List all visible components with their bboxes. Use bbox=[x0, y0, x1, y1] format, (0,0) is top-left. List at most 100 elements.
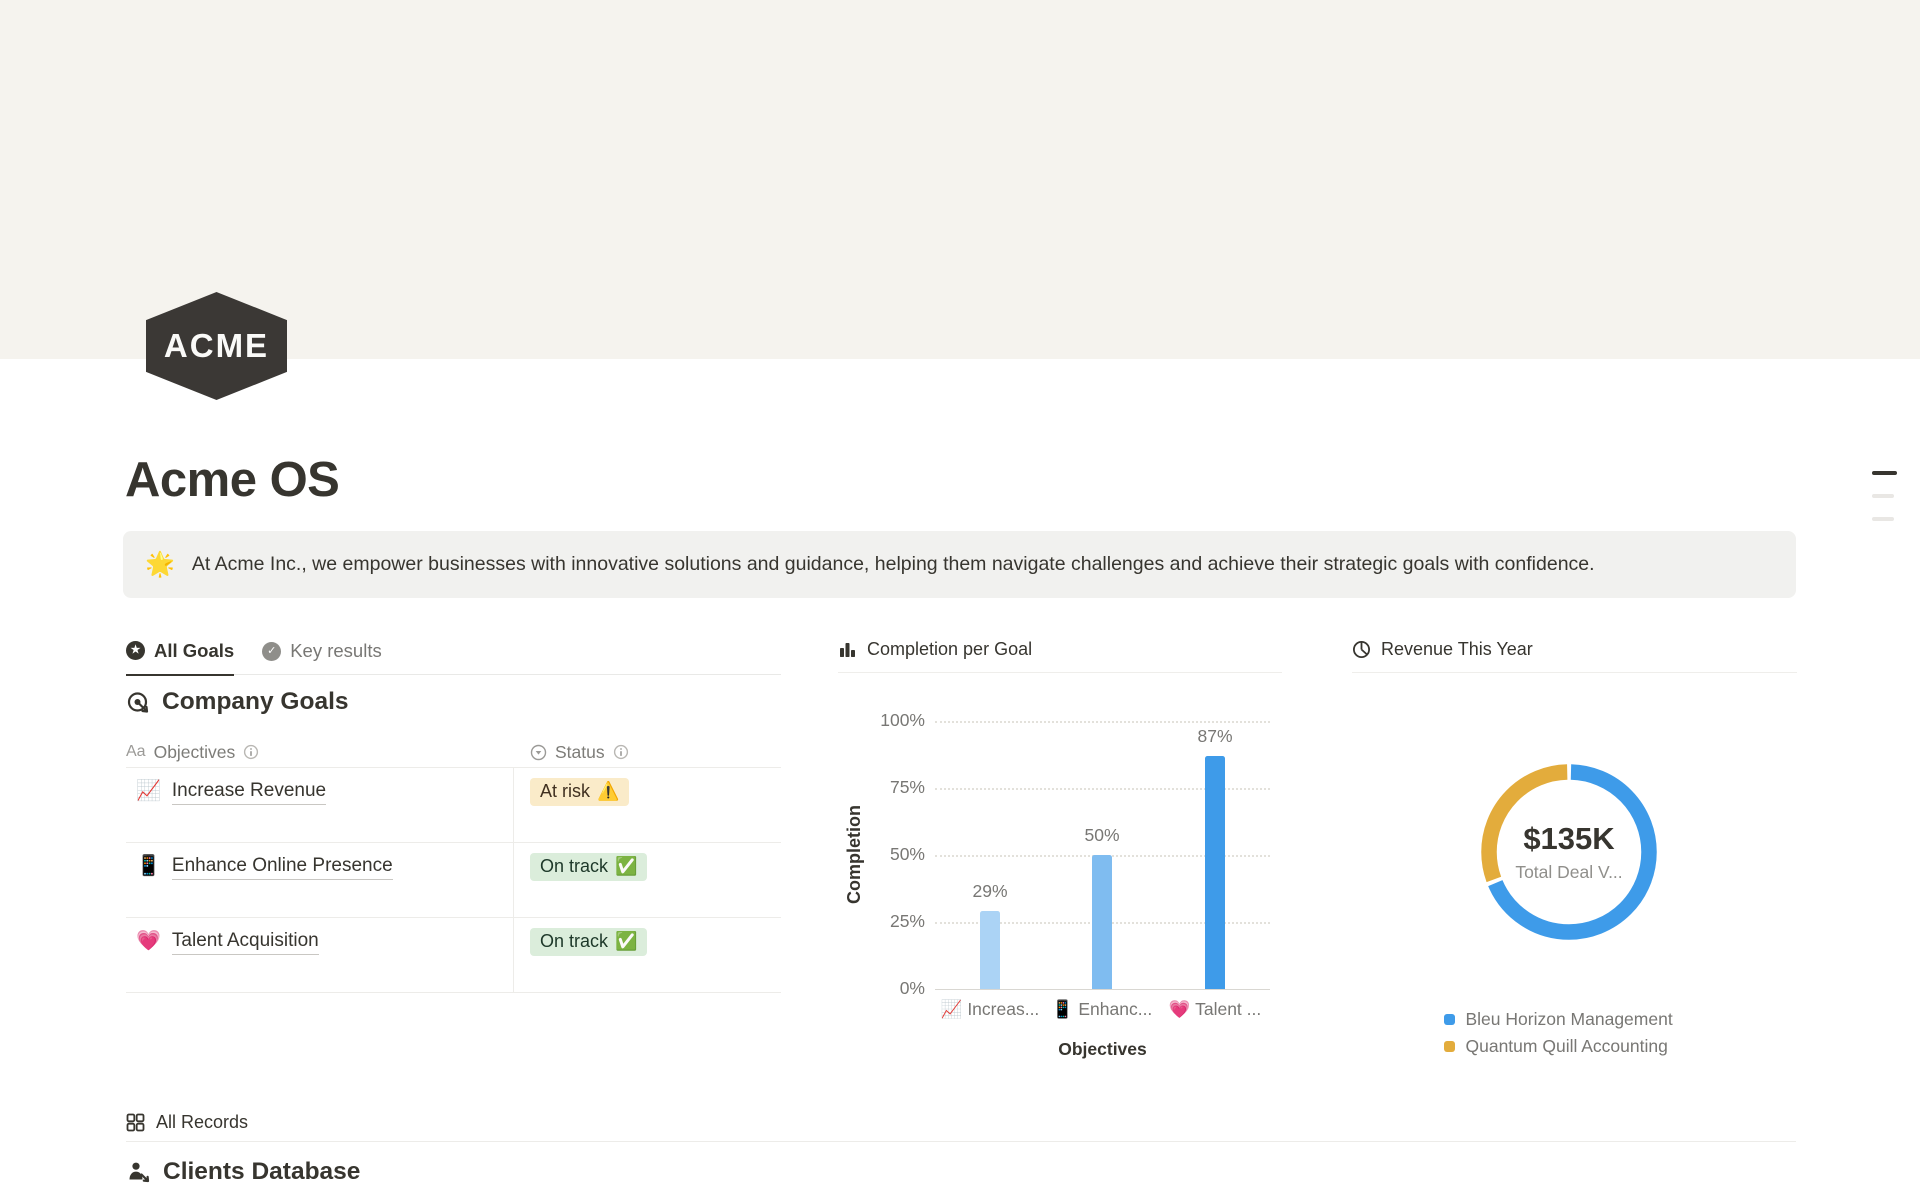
tab-all-goals[interactable]: ★ All Goals bbox=[126, 630, 235, 676]
row-title-link[interactable]: Increase Revenue bbox=[171, 778, 327, 805]
donut-center-value: $135K bbox=[1523, 821, 1615, 856]
table-row[interactable]: 📱 Enhance Online Presence On track ✅ bbox=[126, 843, 781, 918]
status-emoji-icon: ⚠️ bbox=[597, 781, 620, 801]
donut-segment[interactable] bbox=[1481, 764, 1657, 940]
text-property-icon: Aa bbox=[126, 743, 146, 760]
info-icon[interactable] bbox=[243, 744, 259, 760]
status-badge[interactable]: At risk ⚠️ bbox=[530, 778, 630, 806]
clients-database-heading: Clients Database bbox=[126, 1158, 360, 1186]
bar-value-label: 29% bbox=[972, 881, 1008, 902]
donut-segment[interactable] bbox=[1481, 764, 1657, 940]
goal-target-icon bbox=[127, 691, 149, 713]
objective-cell[interactable]: 📱 Enhance Online Presence bbox=[126, 843, 514, 917]
y-tick-label: 75% bbox=[889, 777, 925, 797]
row-title-link[interactable]: Talent Acquisition bbox=[171, 928, 319, 955]
goals-tab-strip: ★ All Goals ✓ Key results bbox=[126, 630, 781, 676]
legend-label: Quantum Quill Accounting bbox=[1465, 1036, 1668, 1056]
column-label: Objectives bbox=[153, 741, 236, 762]
completion-chart-card: Completion per Goal Completion Objective… bbox=[838, 638, 1282, 1123]
status-text: At risk bbox=[540, 781, 591, 801]
completion-chart-header[interactable]: Completion per Goal bbox=[838, 638, 1282, 661]
chart-title: Completion per Goal bbox=[867, 639, 1033, 659]
x-tick-label: 📱 Enhanc... bbox=[1051, 999, 1153, 1019]
legend-item[interactable]: Quantum Quill Accounting bbox=[1443, 1036, 1706, 1057]
callout-star-emoji: 🌟 bbox=[145, 550, 175, 578]
donut-center-label: Total Deal V... bbox=[1515, 862, 1623, 882]
status-cell[interactable]: On track ✅ bbox=[514, 918, 781, 992]
status-text: On track bbox=[540, 931, 609, 951]
person-arrow-icon bbox=[129, 1162, 150, 1183]
donut-svg[interactable] bbox=[1481, 764, 1657, 940]
goals-table: Aa Objectives Status 📈 Increase Revenue At… bbox=[126, 737, 781, 993]
x-axis-title: Objectives bbox=[1058, 1039, 1147, 1059]
all-records-label: All Records bbox=[156, 1112, 249, 1132]
x-tick-label: 📈 Increas... bbox=[940, 999, 1040, 1019]
column-header-objectives[interactable]: Aa Objectives bbox=[126, 742, 514, 763]
logo-text: ACME bbox=[163, 327, 270, 364]
gridline bbox=[935, 989, 1270, 990]
divider bbox=[838, 672, 1282, 673]
divider bbox=[1352, 672, 1797, 673]
legend-swatch bbox=[1443, 1041, 1455, 1052]
y-tick-label: 25% bbox=[889, 911, 925, 931]
legend-item[interactable]: Bleu Horizon Management bbox=[1443, 1009, 1706, 1030]
row-emoji-icon: 📱 bbox=[136, 855, 161, 877]
goals-table-body: 📈 Increase Revenue At risk ⚠️ 📱 Enhance Onlin… bbox=[126, 768, 781, 993]
row-emoji-icon: 💗 bbox=[136, 930, 161, 952]
pie-chart-icon bbox=[1353, 641, 1370, 658]
column-header-status[interactable]: Status bbox=[514, 742, 781, 763]
star-circle-icon: ★ bbox=[126, 641, 145, 661]
callout: 🌟 At Acme Inc., we empower businesses wi… bbox=[123, 531, 1796, 598]
all-records-toggle[interactable]: All Records bbox=[126, 1104, 1796, 1142]
x-tick-label: 💗 Talent ... bbox=[1168, 999, 1262, 1019]
callout-text: At Acme Inc., we empower businesses with… bbox=[191, 553, 1595, 575]
status-text: On track bbox=[540, 856, 609, 876]
bar-chart-body: Completion Objectives 0% 25% 50% 75% 100% 29%… bbox=[838, 673, 1282, 1123]
check-circle-icon: ✓ bbox=[262, 641, 282, 661]
company-goals-heading: Company Goals bbox=[126, 688, 349, 716]
y-tick-label: 100% bbox=[880, 710, 925, 730]
donut-center: $135K Total Deal V... bbox=[1481, 764, 1657, 940]
info-icon[interactable] bbox=[613, 744, 629, 760]
status-cell[interactable]: At risk ⚠️ bbox=[514, 768, 781, 842]
bar[interactable] bbox=[980, 911, 1000, 989]
bar[interactable] bbox=[1205, 755, 1225, 989]
toc-bar[interactable] bbox=[1872, 494, 1894, 498]
tab-label: All Goals bbox=[154, 639, 235, 661]
page-title: Acme OS bbox=[125, 453, 340, 507]
row-title-link[interactable]: Enhance Online Presence bbox=[171, 853, 393, 880]
cover-image bbox=[0, 0, 1920, 359]
status-badge[interactable]: On track ✅ bbox=[530, 853, 648, 881]
bar-chart-icon bbox=[840, 643, 855, 657]
gridline bbox=[935, 788, 1270, 790]
goals-table-header: Aa Objectives Status bbox=[126, 737, 781, 768]
chart-title: Revenue This Year bbox=[1381, 639, 1533, 659]
row-emoji-icon: 📈 bbox=[136, 780, 161, 802]
y-tick-label: 50% bbox=[889, 844, 925, 864]
toc-indicator[interactable] bbox=[1872, 471, 1897, 521]
toc-bar-active[interactable] bbox=[1872, 471, 1897, 475]
donut-legend: Bleu Horizon Management Quantum Quill Acc… bbox=[1352, 1009, 1797, 1057]
donut-chart-body: $135K Total Deal V... Bleu Horizon Manag… bbox=[1352, 673, 1797, 1123]
select-property-icon bbox=[530, 744, 547, 760]
legend-label: Bleu Horizon Management bbox=[1465, 1009, 1673, 1029]
bar-value-label: 50% bbox=[1084, 825, 1120, 845]
tab-label: Key results bbox=[290, 640, 382, 661]
revenue-chart-header[interactable]: Revenue This Year bbox=[1352, 638, 1797, 661]
toc-bar[interactable] bbox=[1872, 517, 1894, 521]
status-cell[interactable]: On track ✅ bbox=[514, 843, 781, 917]
status-badge[interactable]: On track ✅ bbox=[530, 928, 648, 956]
bar-value-label: 87% bbox=[1197, 725, 1233, 746]
tab-key-results[interactable]: ✓ Key results bbox=[262, 630, 382, 674]
objective-cell[interactable]: 💗 Talent Acquisition bbox=[126, 918, 514, 992]
status-emoji-icon: ✅ bbox=[615, 931, 638, 951]
company-goals-title: Company Goals bbox=[162, 688, 349, 715]
table-row[interactable]: 💗 Talent Acquisition On track ✅ bbox=[126, 918, 781, 993]
bar[interactable] bbox=[1092, 855, 1112, 989]
legend-swatch bbox=[1443, 1014, 1455, 1025]
revenue-chart-card: Revenue This Year $135K Total Deal V... … bbox=[1352, 638, 1797, 1123]
gridline bbox=[935, 721, 1270, 723]
status-emoji-icon: ✅ bbox=[615, 856, 638, 876]
objective-cell[interactable]: 📈 Increase Revenue bbox=[126, 768, 514, 842]
table-row[interactable]: 📈 Increase Revenue At risk ⚠️ bbox=[126, 768, 781, 843]
